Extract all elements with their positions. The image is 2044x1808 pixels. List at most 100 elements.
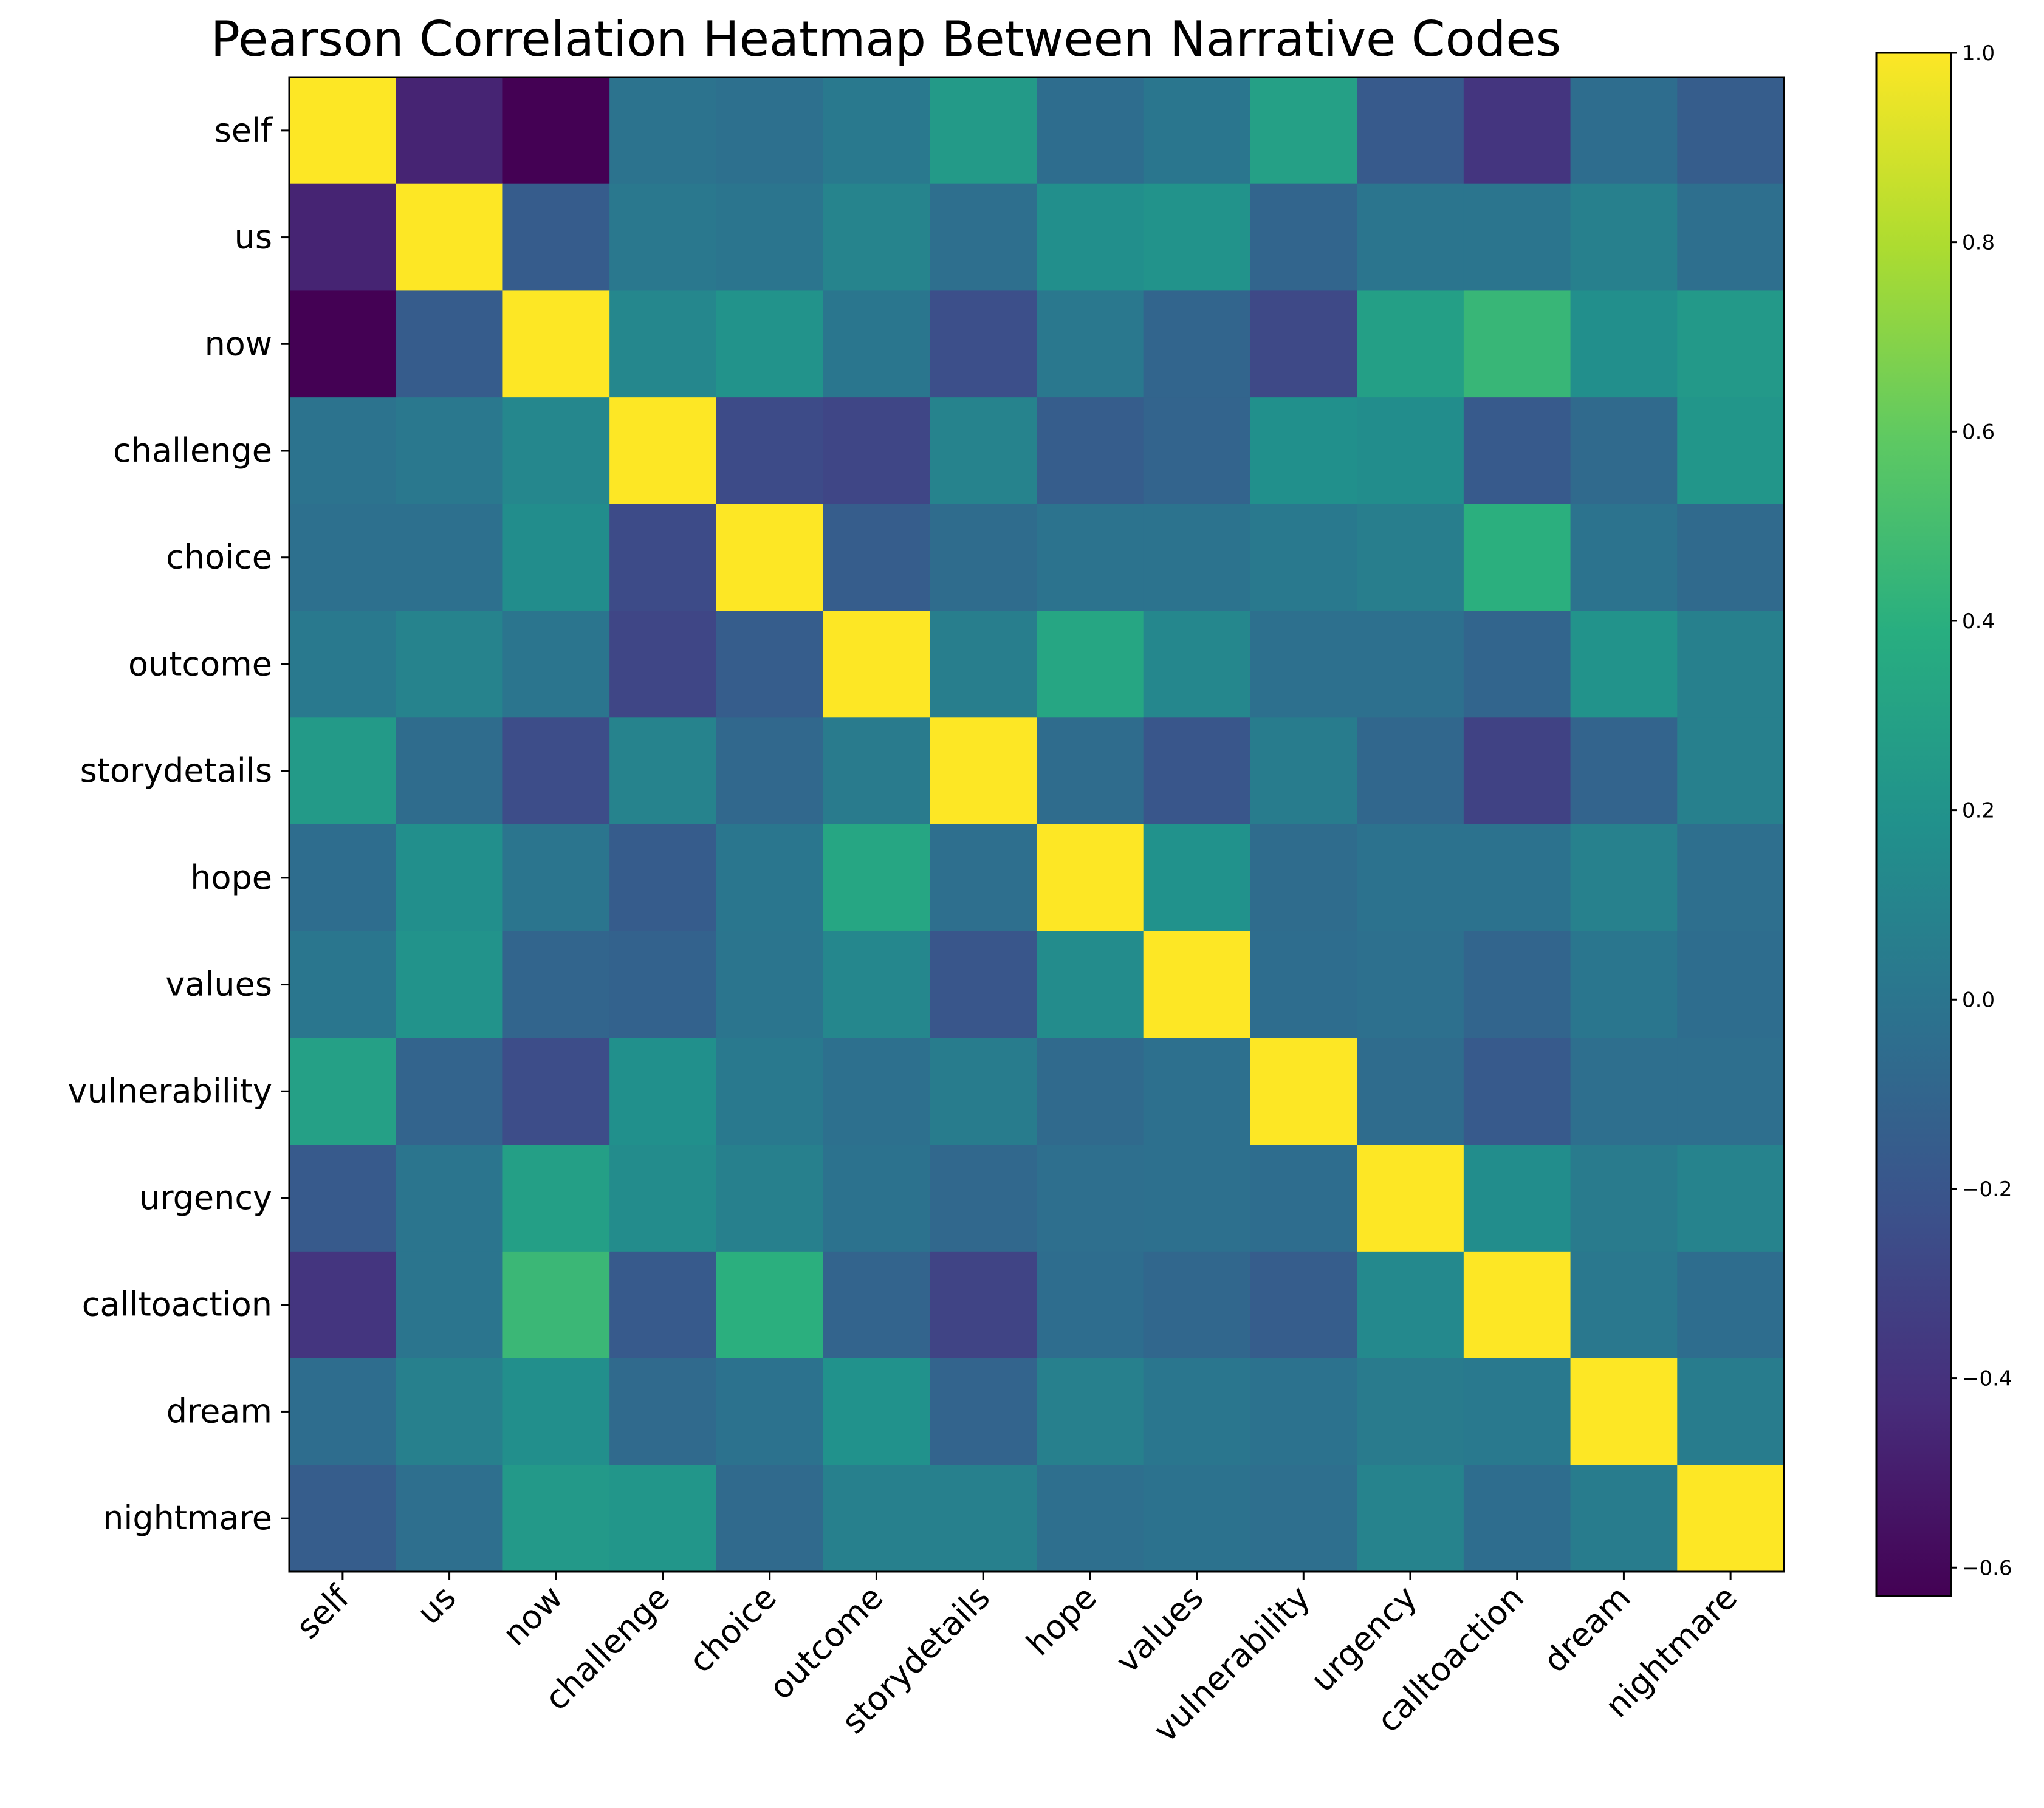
- heatmap-cell-outcome-now: [502, 611, 610, 718]
- heatmap-cell-challenge-outcome: [823, 397, 930, 505]
- heatmap-cell-now-storydetails: [930, 290, 1037, 398]
- heatmap-cell-self-hope: [1037, 77, 1144, 185]
- x-tick-label-self: self: [289, 1577, 357, 1646]
- colorbar-ticks: 1.0 0.8 0.6 0.4 0.2 0.0 −0.2 −0.4 −0.6: [1951, 41, 2012, 1580]
- heatmap-cell-nightmare-values: [1143, 1465, 1251, 1572]
- heatmap-cell-challenge-choice: [716, 397, 824, 505]
- heatmap-cell-nightmare-calltoaction: [1463, 1465, 1571, 1572]
- heatmap-cell-nightmare-urgency: [1357, 1465, 1464, 1572]
- heatmap-cell-now-nightmare: [1677, 290, 1785, 398]
- heatmap-cell-dream-choice: [716, 1358, 824, 1465]
- heatmap-cell-values-choice: [716, 931, 824, 1039]
- heatmap-cell-outcome-challenge: [609, 611, 717, 718]
- x-tick-label-dream: dream: [1536, 1578, 1638, 1680]
- colorbar-tick-label: 0.6: [1962, 420, 1995, 444]
- heatmap-cell-values-dream: [1570, 931, 1678, 1039]
- heatmap-cell-choice-storydetails: [930, 504, 1037, 612]
- heatmap-cell-us-calltoaction: [1463, 183, 1571, 292]
- heatmap-cell-dream-urgency: [1357, 1358, 1464, 1465]
- heatmap-cell-dream-now: [502, 1358, 610, 1465]
- heatmap-cell-nightmare-outcome: [823, 1465, 930, 1572]
- heatmap-cell-values-hope: [1037, 931, 1144, 1039]
- heatmap-cell-us-choice: [716, 183, 824, 292]
- heatmap-cell-outcome-calltoaction: [1463, 611, 1571, 718]
- y-tick-label-urgency: urgency: [139, 1179, 272, 1217]
- heatmap-cell-vulnerability-urgency: [1357, 1038, 1464, 1145]
- heatmap-cell-challenge-calltoaction: [1463, 397, 1571, 505]
- heatmap-cell-self-nightmare: [1677, 77, 1785, 185]
- heatmap-cell-values-urgency: [1357, 931, 1464, 1039]
- heatmap-cell-dream-hope: [1037, 1358, 1144, 1465]
- heatmap-cell-choice-now: [502, 504, 610, 612]
- colorbar-tick-label: 0.8: [1962, 231, 1995, 255]
- heatmap-cell-outcome-self: [289, 611, 397, 718]
- heatmap-cell-choice-hope: [1037, 504, 1144, 612]
- heatmap-cell-hope-calltoaction: [1463, 824, 1571, 932]
- heatmap-cell-nightmare-us: [396, 1465, 504, 1572]
- heatmap-cell-dream-values: [1143, 1358, 1251, 1465]
- heatmap-cell-self-choice: [716, 77, 824, 185]
- colorbar-gradient: [1875, 52, 1952, 1597]
- heatmap-cell-values-calltoaction: [1463, 931, 1571, 1039]
- heatmap-cell-challenge-hope: [1037, 397, 1144, 505]
- heatmap-cell-dream-vulnerability: [1250, 1358, 1357, 1465]
- heatmap-cell-hope-now: [502, 824, 610, 932]
- heatmap-cell-dream-us: [396, 1358, 504, 1465]
- heatmap-cell-outcome-hope: [1037, 611, 1144, 718]
- heatmap-cell-calltoaction-storydetails: [930, 1251, 1037, 1359]
- heatmap-cell-hope-nightmare: [1677, 824, 1785, 932]
- y-axis: self us now challenge choice outcome storydeta…: [68, 111, 289, 1537]
- heatmap-cell-values-challenge: [609, 931, 717, 1039]
- heatmap-cell-urgency-calltoaction: [1463, 1145, 1571, 1252]
- y-tick-label-self: self: [214, 111, 273, 149]
- colorbar-tick-label: 0.2: [1962, 799, 1995, 823]
- heatmap-cell-challenge-self: [289, 397, 397, 505]
- heatmap-cell-choice-challenge: [609, 504, 717, 612]
- heatmap-cell-storydetails-dream: [1570, 717, 1678, 825]
- heatmap-cell-now-challenge: [609, 290, 717, 398]
- y-tick-label-hope: hope: [190, 858, 272, 897]
- heatmap-cell-now-self: [289, 290, 397, 398]
- heatmap-cell-us-self: [289, 183, 397, 292]
- heatmap-cell-us-values: [1143, 183, 1251, 292]
- heatmap-cell-hope-self: [289, 824, 397, 932]
- heatmap-cell-self-now: [502, 77, 610, 185]
- y-tick-label-dream: dream: [166, 1392, 272, 1430]
- heatmap-cell-challenge-nightmare: [1677, 397, 1785, 505]
- heatmap-cell-dream-nightmare: [1677, 1358, 1785, 1465]
- heatmap-cell-hope-dream: [1570, 824, 1678, 932]
- heatmap-cell-dream-challenge: [609, 1358, 717, 1465]
- heatmap-cell-vulnerability-outcome: [823, 1038, 930, 1145]
- heatmap-cell-outcome-urgency: [1357, 611, 1464, 718]
- heatmap-cell-dream-self: [289, 1358, 397, 1465]
- heatmap-cell-calltoaction-now: [502, 1251, 610, 1359]
- heatmap-cell-nightmare-nightmare: [1677, 1465, 1785, 1572]
- heatmap-cell-urgency-values: [1143, 1145, 1251, 1252]
- heatmap-cell-self-challenge: [609, 77, 717, 185]
- heatmap-cell-us-now: [502, 183, 610, 292]
- y-tick-label-challenge: challenge: [113, 431, 272, 470]
- heatmap-cell-dream-dream: [1570, 1358, 1678, 1465]
- heatmap-cell-challenge-dream: [1570, 397, 1678, 505]
- y-tick-label-us: us: [235, 218, 272, 256]
- heatmap-cell-self-values: [1143, 77, 1251, 185]
- heatmap-cell-values-now: [502, 931, 610, 1039]
- heatmap-cell-challenge-urgency: [1357, 397, 1464, 505]
- heatmap-cell-urgency-choice: [716, 1145, 824, 1252]
- heatmap-cell-nightmare-now: [502, 1465, 610, 1572]
- heatmap-cell-now-choice: [716, 290, 824, 398]
- heatmap-cell-values-self: [289, 931, 397, 1039]
- heatmap-cell-us-nightmare: [1677, 183, 1785, 292]
- heatmap-cell-now-calltoaction: [1463, 290, 1571, 398]
- heatmap-cell-outcome-vulnerability: [1250, 611, 1357, 718]
- heatmap-cell-storydetails-us: [396, 717, 504, 825]
- heatmap-cell-values-vulnerability: [1250, 931, 1357, 1039]
- heatmap-cell-urgency-hope: [1037, 1145, 1144, 1252]
- heatmap-cell-us-us: [396, 183, 504, 292]
- heatmap-cell-storydetails-challenge: [609, 717, 717, 825]
- heatmap-cell-storydetails-calltoaction: [1463, 717, 1571, 825]
- heatmap-cell-us-outcome: [823, 183, 930, 292]
- heatmap-cell-hope-hope: [1037, 824, 1144, 932]
- colorbar: 1.0 0.8 0.6 0.4 0.2 0.0 −0.2 −0.4 −0.6: [1875, 41, 2012, 1597]
